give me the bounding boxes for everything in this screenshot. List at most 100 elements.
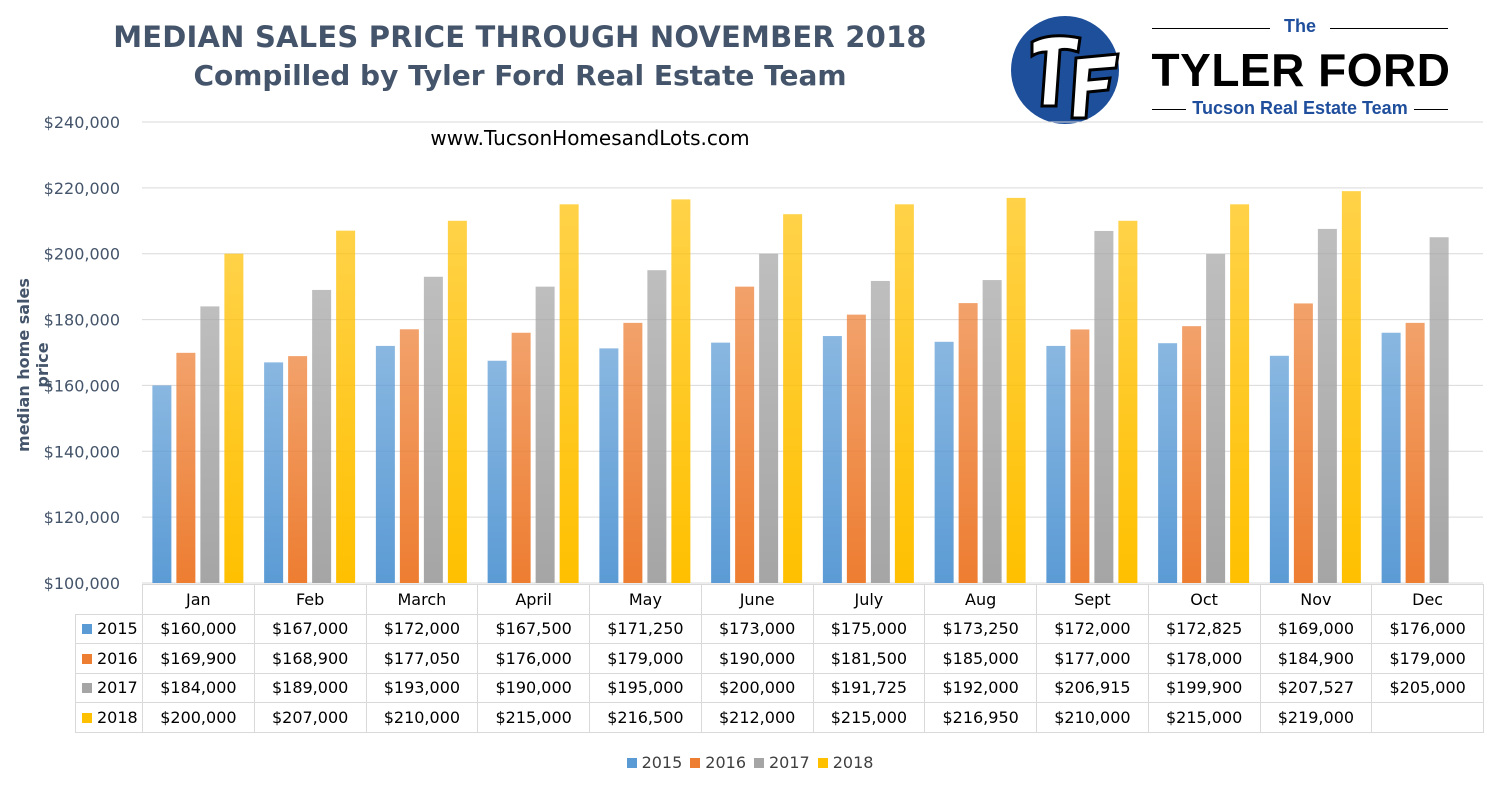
bar-2016-april (511, 332, 531, 583)
data-table: Jan Feb March April May June July Aug Sept Oct Nov… (75, 584, 1484, 733)
data-label: $210,000 (1036, 702, 1149, 733)
data-label: $192,000 (924, 672, 1037, 703)
data-label: $175,000 (812, 613, 926, 644)
bar-2016-aug (958, 303, 978, 583)
bar-2016-may (623, 322, 643, 583)
data-label: $189,000 (253, 672, 367, 703)
logo-t-shape (1030, 34, 1082, 108)
bar-2015-march (375, 345, 395, 583)
logo-rule-bottom-right (1414, 109, 1448, 110)
data-label: $184,000 (142, 672, 255, 703)
bar-2015-april (487, 360, 507, 583)
table-row: 2017 $184,000 $189,000 $193,000 $190,000 $195… (75, 672, 1484, 703)
series-swatch (82, 624, 92, 635)
y-tick-label: $180,000 (44, 311, 120, 330)
logo-rule-bottom-left (1152, 109, 1186, 110)
data-label: $169,000 (1259, 613, 1373, 644)
bar-2017-oct (1206, 254, 1226, 583)
table-series-label: 2016 (75, 643, 143, 674)
x-tick-label: April (477, 584, 590, 615)
bar-2016-june (735, 286, 755, 583)
logo-f-shape (1070, 52, 1120, 120)
data-label: $216,500 (589, 702, 702, 733)
bar-2015-sept (1046, 345, 1066, 583)
data-label: $176,000 (1371, 613, 1484, 644)
series-swatch (82, 683, 92, 694)
data-label: $167,000 (253, 613, 367, 644)
legend-item: 2018 (817, 753, 874, 772)
legend-item: 2017 (754, 753, 810, 772)
data-label: $195,000 (589, 672, 702, 703)
data-label: $167,500 (477, 613, 590, 644)
bar-2018-feb (336, 230, 356, 583)
data-label: $200,000 (700, 672, 814, 703)
bar-2015-nov (1269, 355, 1289, 583)
legend-label: 2016 (705, 753, 746, 772)
bar-2017-march (423, 276, 443, 583)
bar-2018-march (447, 220, 467, 584)
x-tick-label: Jan (142, 584, 255, 615)
data-label: $207,527 (1259, 672, 1373, 703)
legend-item: 2016 (690, 753, 746, 772)
series-swatch (82, 653, 92, 664)
bar-2018-nov (1341, 191, 1361, 583)
data-label: $181,500 (812, 643, 926, 674)
data-label: $205,000 (1371, 672, 1484, 703)
data-label (1371, 702, 1484, 733)
website-text: www.TucsonHomesandLots.com (430, 126, 750, 150)
y-tick-label: $220,000 (44, 179, 120, 198)
bar-2015-may (599, 348, 619, 583)
series-name: 2015 (97, 619, 138, 639)
data-label: $199,900 (1147, 672, 1261, 703)
bar-2015-jan (152, 385, 172, 583)
legend-label: 2018 (832, 753, 874, 772)
data-label: $176,000 (477, 643, 590, 674)
x-tick-label: Feb (253, 584, 367, 615)
legend-item: 2015 (626, 753, 682, 772)
data-label: $190,000 (700, 643, 814, 674)
y-tick-label: $160,000 (44, 376, 120, 395)
bar-2017-dec (1429, 237, 1449, 583)
chart-legend: 2015 2016 2017 2018 (0, 753, 1500, 772)
bar-2015-july (822, 336, 842, 583)
data-label: $168,900 (253, 643, 367, 674)
bar-2016-july (846, 314, 866, 583)
legend-swatch (754, 758, 764, 768)
bar-2018-aug (1006, 197, 1026, 583)
data-label: $219,000 (1259, 702, 1373, 733)
logo-tagline: Tucson Real Estate Team (1192, 98, 1408, 118)
logo-rule-top-right (1330, 28, 1448, 29)
x-tick-label: Sept (1036, 584, 1149, 615)
tyler-ford-logo (1011, 16, 1120, 124)
bar-2017-jan (200, 306, 220, 583)
series-name: 2016 (97, 648, 138, 668)
bar-2017-april (535, 286, 555, 583)
bar-2018-oct (1230, 204, 1250, 584)
table-series-label: 2018 (75, 702, 143, 733)
data-label: $207,000 (253, 702, 367, 733)
y-tick-label: $120,000 (44, 508, 120, 527)
bar-2017-july (870, 280, 890, 583)
bar-2018-july (894, 204, 914, 584)
legend-swatch (817, 758, 828, 768)
data-label: $171,250 (589, 613, 702, 644)
table-row: 2015 $160,000 $167,000 $172,000 $167,500 $171… (75, 613, 1484, 644)
data-label: $177,050 (365, 643, 479, 674)
bar-2015-feb (264, 362, 284, 583)
table-row: 2018 $200,000 $207,000 $210,000 $215,000 $216… (75, 702, 1484, 733)
data-label: $210,000 (365, 702, 479, 733)
data-label: $169,900 (142, 643, 255, 674)
chart-title-block: MEDIAN SALES PRICE THROUGH NOVEMBER 2018… (100, 18, 940, 96)
bar-2018-jan (224, 253, 244, 583)
x-tick-label: Aug (924, 584, 1037, 615)
bar-2015-oct (1158, 343, 1178, 583)
data-label: $172,000 (1036, 613, 1149, 644)
bar-2018-may (671, 199, 691, 583)
data-label: $215,000 (477, 702, 590, 733)
bar-2017-may (647, 270, 667, 583)
data-label: $185,000 (924, 643, 1037, 674)
bar-2016-march (399, 329, 419, 583)
x-tick-label: July (812, 584, 926, 615)
table-series-label: 2017 (75, 672, 143, 703)
data-label: $190,000 (477, 672, 590, 703)
